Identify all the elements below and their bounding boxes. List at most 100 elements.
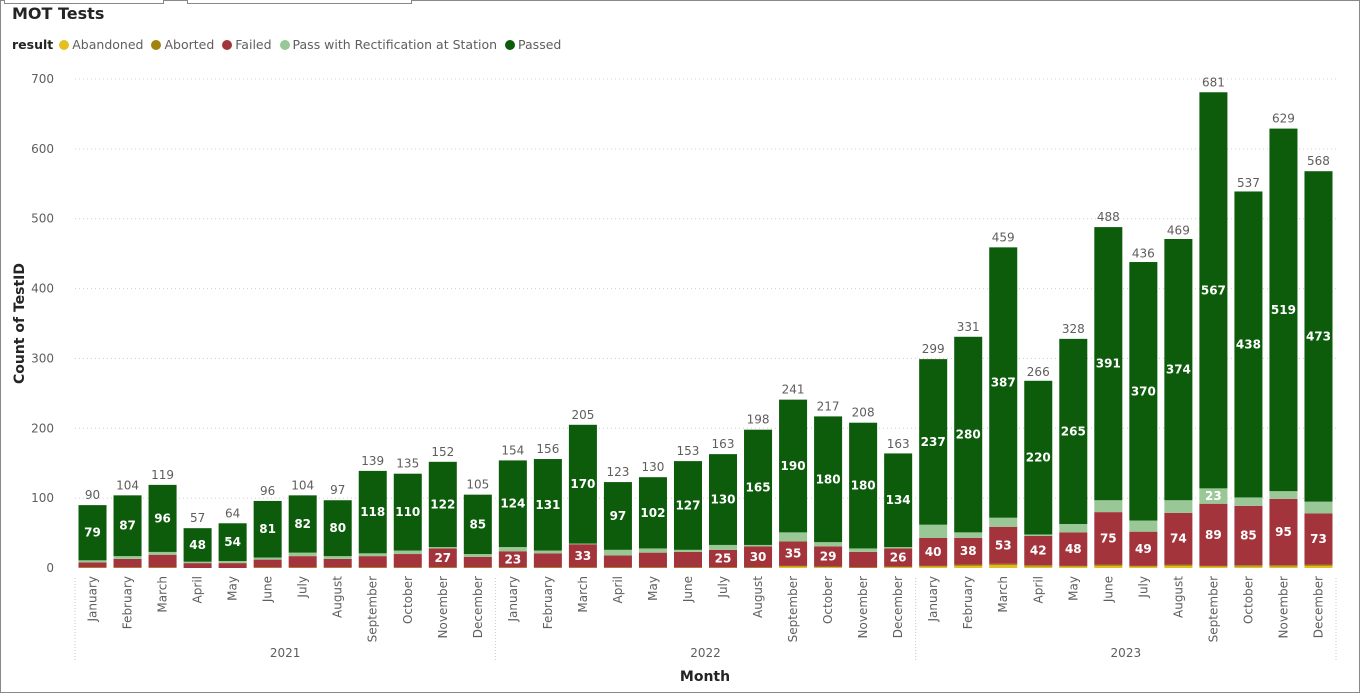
legend-item[interactable]: Aborted [151,37,214,52]
bar-segment[interactable] [989,517,1018,527]
bar-segment[interactable] [428,461,457,548]
bar-segment[interactable] [814,567,843,568]
bar-segment[interactable] [533,550,562,554]
bar-segment[interactable] [78,505,107,561]
bar-segment[interactable] [113,567,142,568]
bar-segment[interactable] [673,551,702,568]
bar-segment[interactable] [744,567,773,568]
bar-segment[interactable] [1094,564,1123,566]
bar-segment[interactable] [744,429,773,545]
bar-segment[interactable] [148,484,177,552]
bar-segment[interactable] [498,460,527,548]
legend-item[interactable]: Passed [505,37,561,52]
bar-segment[interactable] [253,567,282,568]
bar-segment[interactable] [533,459,562,551]
bar-segment[interactable] [1304,171,1333,502]
bar-segment[interactable] [709,544,738,550]
legend-item[interactable]: Failed [222,37,272,52]
bar-segment[interactable] [849,422,878,549]
bar-segment[interactable] [253,500,282,558]
bar-segment[interactable] [954,564,983,566]
bar-segment[interactable] [1024,380,1053,535]
bar-segment[interactable] [113,556,142,559]
bar-segment[interactable] [1059,532,1088,566]
bar-segment[interactable] [1234,505,1263,566]
bar-segment[interactable] [744,546,773,568]
bar-segment[interactable] [709,549,738,568]
bar-segment[interactable] [779,399,808,533]
bar-segment[interactable] [884,548,913,567]
bar-segment[interactable] [1304,564,1333,566]
bar-segment[interactable] [1199,566,1228,568]
bar-segment[interactable] [919,359,948,525]
bar-segment[interactable] [1094,227,1123,501]
bar-segment[interactable] [323,567,352,568]
bar-segment[interactable] [989,565,1018,568]
bar-segment[interactable] [954,537,983,565]
bar-segment[interactable] [78,562,107,568]
bar-segment[interactable] [463,556,492,568]
bar-segment[interactable] [568,544,597,568]
bar-segment[interactable] [288,567,317,568]
bar-segment[interactable] [393,473,422,551]
bar-segment[interactable] [603,482,632,550]
bar-segment[interactable] [1234,566,1263,568]
bar-segment[interactable] [603,567,632,568]
bar-segment[interactable] [323,500,352,557]
bar-segment[interactable] [849,551,878,568]
bar-segment[interactable] [954,532,983,538]
bar-segment[interactable] [393,567,422,568]
bar-segment[interactable] [1024,535,1053,566]
bar-segment[interactable] [1164,512,1193,565]
bar-segment[interactable] [744,544,773,547]
bar-segment[interactable] [1059,565,1088,567]
bar-segment[interactable] [498,551,527,568]
bar-segment[interactable] [709,567,738,568]
bar-segment[interactable] [673,567,702,568]
bar-segment[interactable] [358,553,387,557]
bar-segment[interactable] [1024,566,1053,568]
bar-segment[interactable] [919,566,948,568]
bar-segment[interactable] [498,567,527,568]
bar-segment[interactable] [603,555,632,568]
bar-segment[interactable] [323,556,352,559]
bar-segment[interactable] [779,566,808,568]
bar-segment[interactable] [919,537,948,566]
bar-segment[interactable] [849,548,878,552]
bar-segment[interactable] [884,547,913,549]
bar-segment[interactable] [323,558,352,568]
bar-segment[interactable] [1234,191,1263,498]
bar-segment[interactable] [989,526,1018,564]
bar-segment[interactable] [1304,565,1333,568]
bar-segment[interactable] [148,551,177,555]
bar-segment[interactable] [1094,512,1123,565]
bar-segment[interactable] [1199,503,1228,566]
bar-segment[interactable] [1269,565,1298,567]
bar-segment[interactable] [1304,501,1333,514]
bar-segment[interactable] [638,567,667,568]
bar-segment[interactable] [779,532,808,542]
bar-segment[interactable] [1234,565,1263,567]
bar-segment[interactable] [849,567,878,568]
bar-segment[interactable] [1234,497,1263,506]
bar-segment[interactable] [1059,338,1088,524]
bar-segment[interactable] [638,548,667,553]
bar-segment[interactable] [183,528,212,562]
bar-segment[interactable] [393,554,422,568]
bar-segment[interactable] [568,424,597,544]
bar-segment[interactable] [1199,565,1228,567]
bar-segment[interactable] [603,549,632,556]
bar-segment[interactable] [1269,498,1298,566]
bar-segment[interactable] [358,470,387,554]
bar-segment[interactable] [638,552,667,568]
bar-segment[interactable] [1164,564,1193,566]
bar-segment[interactable] [1129,531,1158,566]
bar-segment[interactable] [358,567,387,568]
bar-segment[interactable] [989,563,1018,566]
bar-segment[interactable] [533,553,562,568]
bar-segment[interactable] [568,567,597,568]
bar-segment[interactable] [814,566,843,568]
bar-segment[interactable] [989,247,1018,518]
bar-segment[interactable] [113,558,142,568]
bar-segment[interactable] [463,494,492,555]
